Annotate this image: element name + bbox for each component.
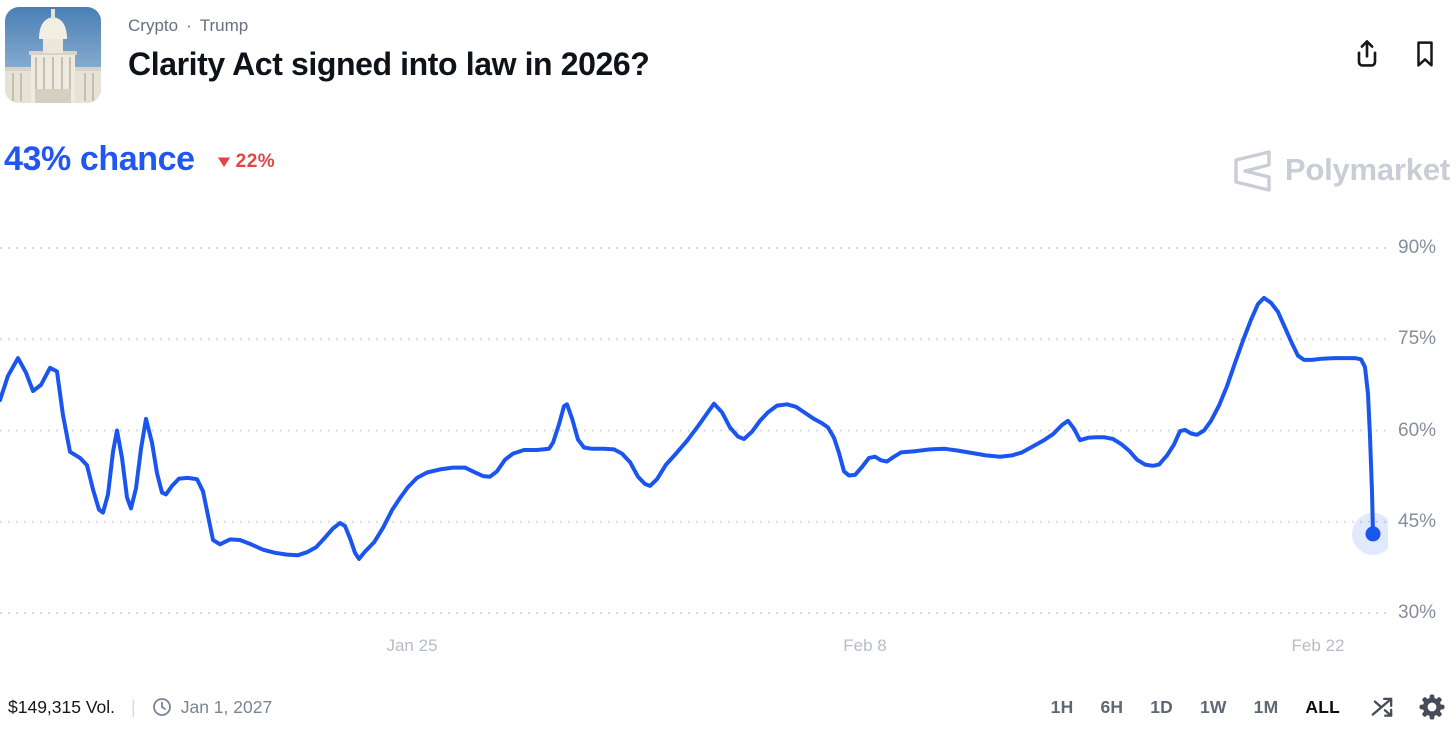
y-tick-label: 30%: [1398, 602, 1437, 623]
x-tick-label: Feb 8: [843, 636, 887, 655]
y-tick-label: 45%: [1398, 510, 1437, 532]
settings-button[interactable]: [1418, 693, 1446, 721]
chance-line: [0, 295, 1375, 561]
market-thumbnail[interactable]: [5, 7, 101, 103]
timeframe-button-1d[interactable]: 1D: [1146, 695, 1177, 720]
timeframe-button-all[interactable]: ALL: [1301, 695, 1344, 720]
change-value: 22%: [235, 150, 276, 172]
breadcrumb-tag[interactable]: Trump: [199, 16, 249, 35]
timeframe-button-6h[interactable]: 6H: [1096, 695, 1127, 720]
timeframe-button-1w[interactable]: 1W: [1196, 695, 1231, 720]
bookmark-icon: [1417, 41, 1433, 67]
compare-button[interactable]: [1369, 694, 1396, 720]
end-date-group: Jan 1, 2027: [152, 697, 272, 718]
polymarket-logo-icon: [1234, 150, 1271, 192]
polymarket-watermark[interactable]: Polymarket: [1229, 146, 1450, 194]
market-title[interactable]: Clarity Act signed into law in 2026?: [128, 46, 650, 82]
y-tick-label: 60%: [1398, 419, 1437, 441]
breadcrumb-category[interactable]: Crypto: [128, 16, 179, 35]
footer-divider: |: [131, 696, 136, 717]
down-triangle-icon: [217, 157, 230, 167]
polymarket-wordmark: Polymarket: [1284, 152, 1450, 187]
end-date: Jan 1, 2027: [180, 696, 273, 717]
x-tick-label: Feb 22: [1291, 636, 1345, 655]
share-icon: [1357, 40, 1377, 67]
chart-plot-area[interactable]: [0, 230, 1388, 620]
chart-footer: $149,315 Vol. | Jan 1, 2027 1H 6H 1D 1W 1M AL…: [0, 688, 1456, 732]
chance-value: 43% chance: [4, 140, 195, 178]
clock-icon: [152, 698, 171, 716]
capitol-building-image: [5, 7, 101, 103]
endpoint-dot: [1365, 526, 1381, 542]
price-chart[interactable]: 90% 75% 60% 45% 30%: [0, 230, 1456, 623]
breadcrumb-separator: ·: [186, 16, 192, 35]
x-axis-labels: Jan 25 Feb 8 Feb 22: [0, 636, 1456, 664]
gear-icon: [1419, 694, 1445, 720]
timeframe-selector: 1H 6H 1D 1W 1M ALL: [1047, 695, 1344, 720]
y-tick-label: 75%: [1398, 328, 1437, 350]
timeframe-button-1h[interactable]: 1H: [1047, 695, 1078, 720]
price-change: 22%: [217, 151, 276, 173]
x-tick-label: Jan 25: [386, 636, 438, 655]
volume-label: $149,315 Vol.: [8, 696, 116, 717]
breadcrumb: Crypto · Trump: [128, 16, 649, 36]
shuffle-arrows-icon: [1371, 697, 1393, 717]
timeframe-button-1m[interactable]: 1M: [1250, 695, 1283, 720]
y-tick-label: 90%: [1398, 237, 1437, 258]
bookmark-button[interactable]: [1412, 38, 1438, 70]
share-button[interactable]: [1352, 38, 1382, 70]
